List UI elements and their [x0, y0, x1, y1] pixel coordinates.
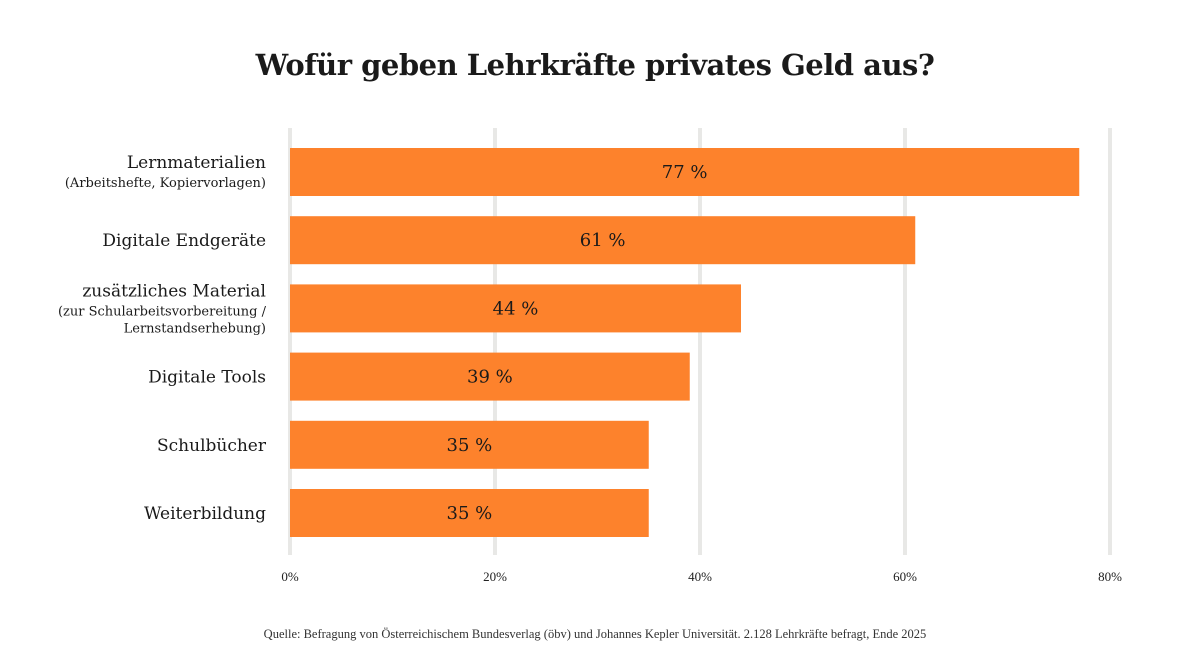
- source-note: Quelle: Befragung von Österreichischem B…: [263, 627, 927, 641]
- x-tick-label: 60%: [893, 569, 917, 584]
- x-tick-label: 80%: [1098, 569, 1122, 584]
- data-label: 35 %: [447, 435, 493, 456]
- bar: [290, 420, 649, 469]
- category-label: zusätzliches Material: [82, 281, 266, 301]
- category-sublabel: Lernstandserhebung): [124, 321, 266, 336]
- bar: [290, 489, 649, 537]
- x-tick-label: 40%: [688, 569, 712, 584]
- bar: [290, 148, 1080, 196]
- category-label: Digitale Tools: [148, 368, 266, 388]
- data-label: 77 %: [662, 162, 708, 183]
- category-sublabel: (zur Schularbeitsvorbereitung /: [58, 304, 267, 319]
- data-label: 61 %: [580, 230, 626, 251]
- chart-title: Wofür geben Lehrkräfte privates Geld aus…: [255, 48, 935, 82]
- bar: [290, 284, 741, 333]
- data-label: 35 %: [447, 503, 493, 524]
- bar: [290, 352, 690, 401]
- category-label: Schulbücher: [157, 436, 267, 456]
- x-tick-label: 0%: [281, 569, 299, 584]
- data-label: 39 %: [467, 367, 513, 388]
- category-sublabel: (Arbeitshefte, Kopiervorlagen): [65, 176, 266, 191]
- x-tick-label: 20%: [483, 569, 507, 584]
- category-label: Lernmaterialien: [127, 153, 266, 173]
- data-label: 44 %: [493, 298, 539, 319]
- category-label: Digitale Endgeräte: [102, 231, 266, 251]
- bar: [290, 216, 916, 265]
- category-label: Weiterbildung: [144, 504, 266, 524]
